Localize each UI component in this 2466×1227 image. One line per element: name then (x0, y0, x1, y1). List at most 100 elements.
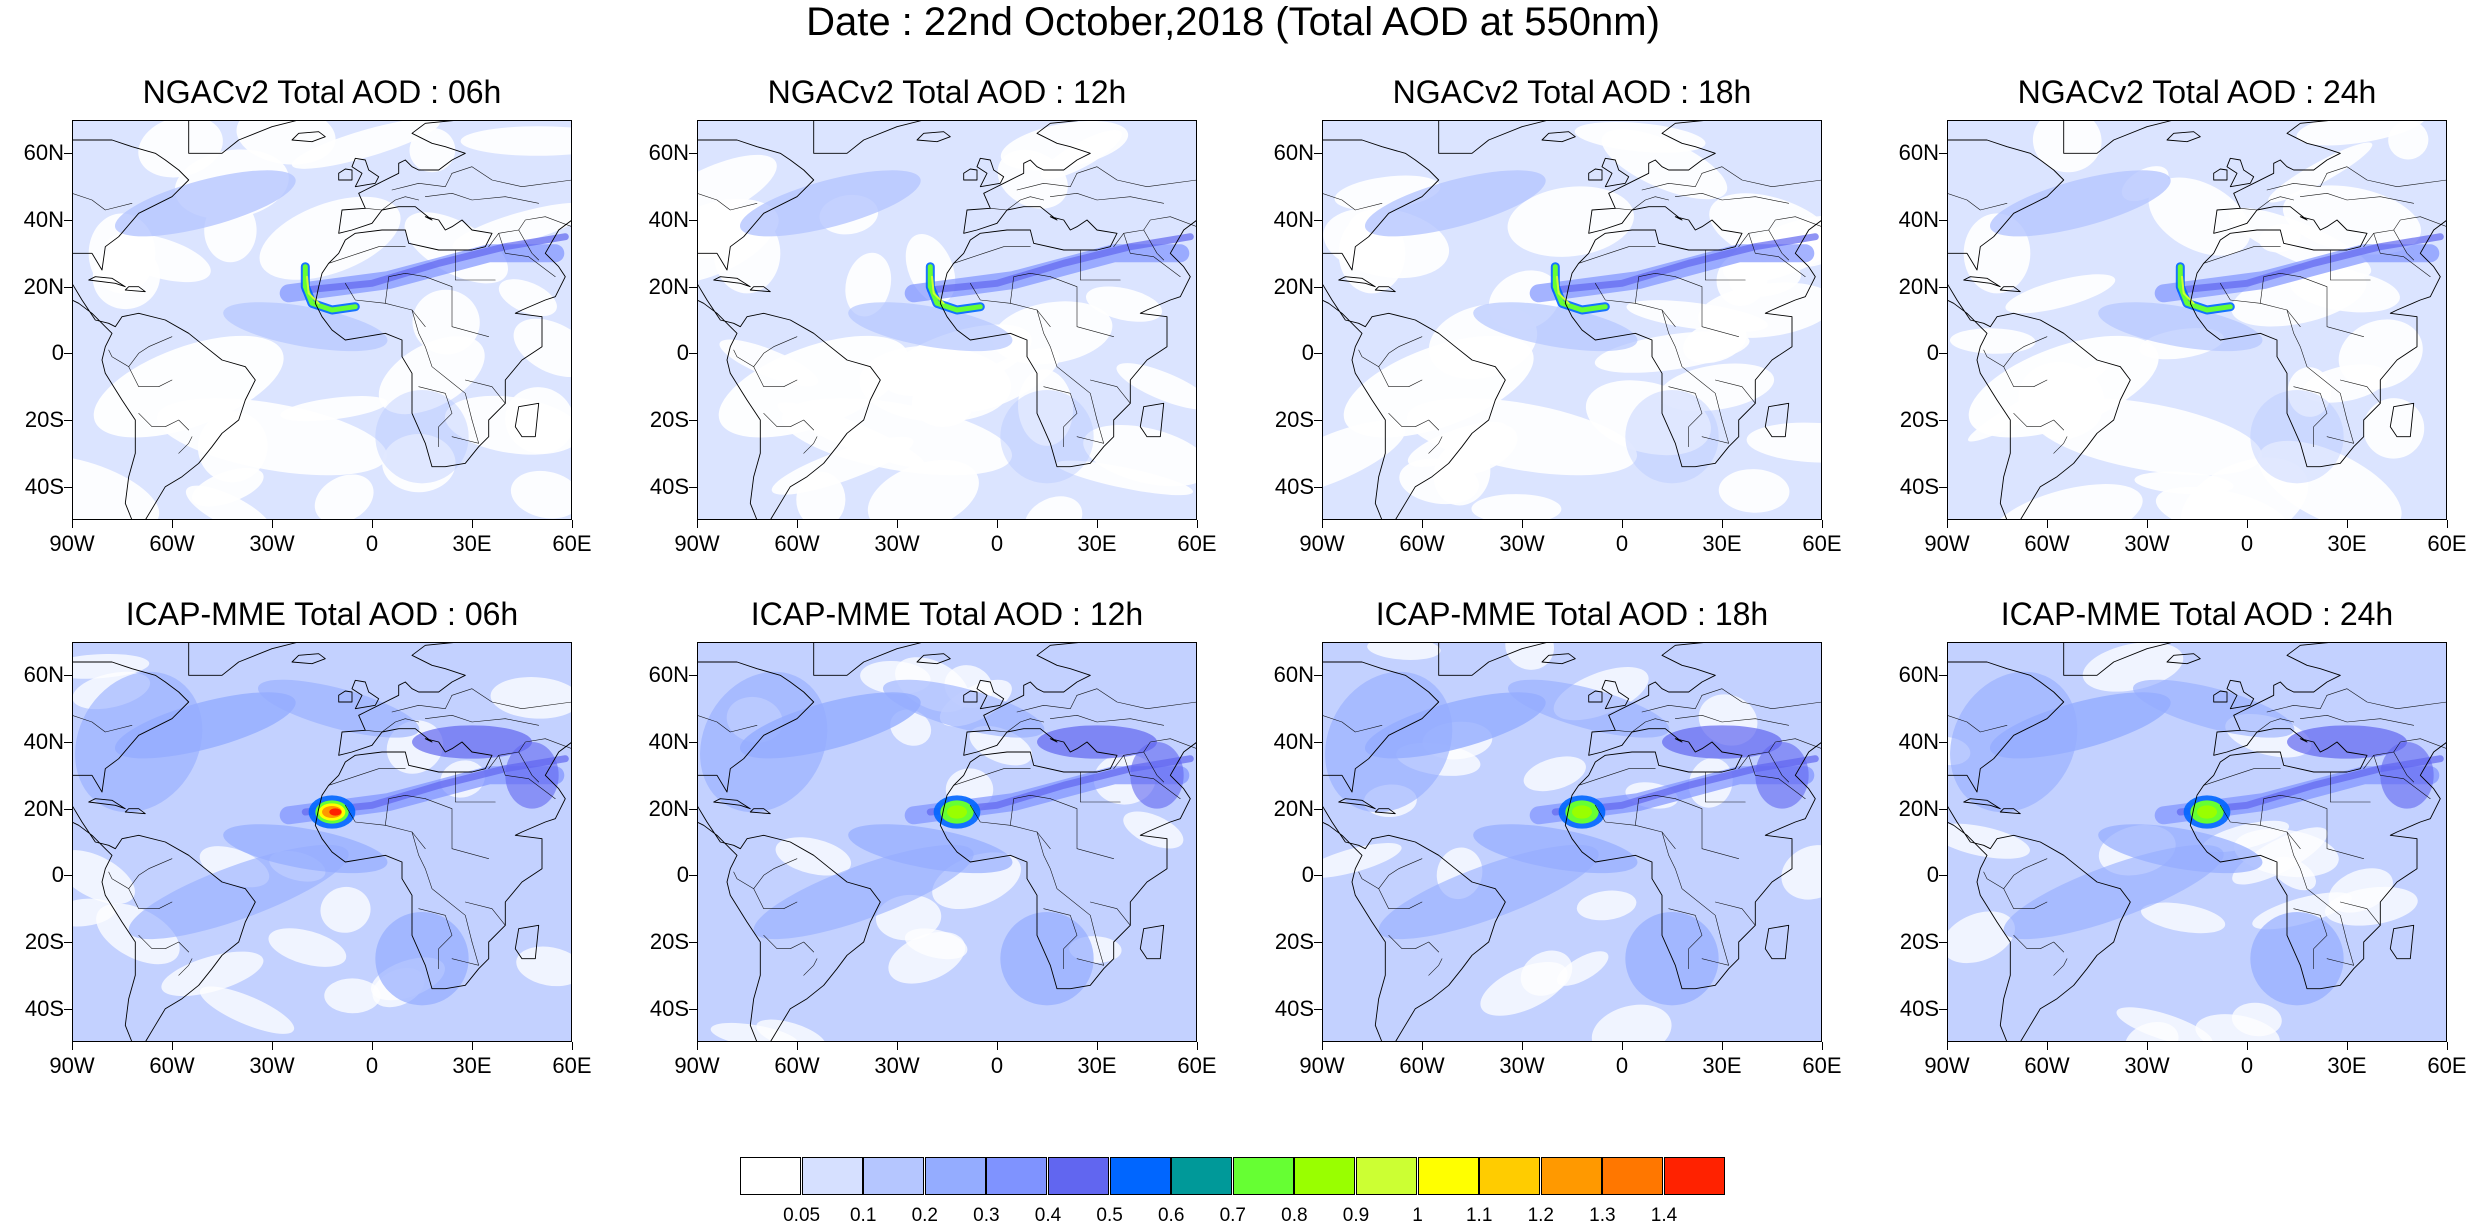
clean-air-patch (1594, 331, 1750, 373)
country-border (2326, 941, 2354, 966)
coastline (1601, 679, 1630, 710)
country-border (108, 349, 129, 367)
coastline (1322, 139, 1440, 271)
country-border (2326, 419, 2354, 444)
coastline (1322, 282, 1506, 520)
clean-air-patch (1729, 261, 1802, 297)
country-border (2330, 771, 2371, 803)
latitude-tick (689, 420, 697, 421)
latitude-tick (1314, 486, 1322, 488)
haze-swirl (2133, 679, 2295, 738)
country-border (2266, 695, 2328, 713)
longitude-tick-label: 30W (1499, 531, 1545, 556)
longitude-tick-label: 0 (365, 531, 379, 556)
country-border (2340, 901, 2381, 926)
colorbar-label: 0.5 (1096, 1205, 1123, 1226)
latitude-tick-label: 20S (24, 407, 64, 432)
longitude-tick-label: 60E (1802, 1053, 1842, 1078)
latitude-tick (1314, 1008, 1322, 1010)
mediterranean-haze (1037, 725, 1157, 759)
latitude-tick-label: 40N (648, 207, 689, 232)
coastline (1438, 642, 1550, 676)
country-border (2293, 386, 2328, 447)
country-border (1947, 715, 2008, 733)
clean-air-patch (93, 335, 284, 438)
country-border (1578, 246, 1656, 264)
latitude-tick-label: 20N (1273, 795, 1314, 821)
country-border (1016, 695, 1078, 713)
country-border (518, 738, 572, 753)
longitude-tick (172, 1042, 173, 1050)
longitude-tick-label: 0 (1615, 1053, 1629, 1078)
latitude-tick-label: 0 (51, 340, 64, 366)
colorbar-swatch (863, 1157, 925, 1195)
clean-air-patch (291, 120, 440, 169)
coastline (939, 120, 1197, 468)
country-border (1322, 193, 1383, 211)
country-border (1641, 173, 1703, 191)
clean-air-patch (412, 289, 480, 355)
country-border (178, 958, 193, 976)
coastline (124, 808, 146, 815)
country-border (418, 908, 453, 969)
clean-air-patch (1746, 422, 1822, 463)
figure-title: Date : 22nd October,2018 (Total AOD at 5… (806, 0, 1660, 44)
country-border (990, 196, 1044, 211)
clean-air-patch (460, 126, 572, 156)
latitude-tick-label: 60N (1898, 140, 1939, 166)
country-border (1123, 755, 1181, 799)
dust-hotspot (329, 808, 342, 816)
longitude-tick-label: 60E (2427, 1053, 2466, 1078)
latitude-tick (1939, 742, 1947, 743)
clean-air-patch (161, 951, 264, 997)
clean-air-patch (2082, 642, 2184, 692)
country-border (1705, 771, 1746, 803)
longitude-tick-label: 30W (2124, 531, 2170, 556)
coastline (1564, 120, 1822, 468)
colorbar-label: 0.4 (1034, 1205, 1062, 1226)
coastline (72, 282, 256, 520)
clean-air-patch (781, 398, 1013, 476)
country-border (2373, 755, 2431, 799)
longitude-tick-label: 90W (1299, 531, 1345, 556)
country-border (498, 755, 556, 799)
clean-air-patch (1322, 843, 1402, 878)
clean-air-patch (1471, 494, 1562, 520)
clean-air-patch (1989, 484, 2143, 520)
dust-band-core (1551, 233, 1819, 294)
longitude-tick (1097, 1042, 1098, 1050)
coastline (1764, 402, 1790, 438)
haze-swirl (1950, 671, 2078, 813)
coastline (1588, 690, 1603, 703)
country-border (1076, 419, 1104, 444)
longitude-tick-label: 30E (1702, 531, 1742, 556)
country-border (2326, 166, 2447, 187)
country-border (2013, 413, 2064, 431)
longitude-tick (2047, 520, 2048, 528)
country-border (1668, 908, 1703, 969)
country-border (1322, 715, 1383, 733)
latitude-tick (689, 286, 697, 288)
country-border (1090, 379, 1131, 404)
country-border (803, 436, 818, 454)
map-panel: ICAP-MME Total AOD : 12h 60N 40N 20N 0 20S 40S… (625, 592, 1225, 1142)
country-border (2293, 908, 2328, 969)
longitude-tick-label: 90W (1299, 1053, 1345, 1078)
coastline (1999, 808, 2021, 815)
country-border (1143, 216, 1197, 231)
coastline (291, 653, 326, 665)
haze-swirl (753, 844, 974, 940)
latitude-tick (64, 1008, 72, 1010)
country-border (1076, 688, 1197, 709)
clean-air-patch (904, 928, 968, 960)
map-panel: ICAP-MME Total AOD : 24h 60N 40N 20N 0 20S 40S… (1875, 592, 2466, 1142)
latitude-tick-label: 40S (649, 995, 689, 1021)
panel-title: ICAP-MME Total AOD : 18h (1375, 596, 1769, 632)
coastline (2189, 120, 2447, 468)
dust-band-core (301, 233, 569, 294)
dust-hotspot (1572, 805, 1592, 819)
latitude-tick (1939, 220, 1947, 221)
coastline (1541, 131, 1576, 143)
aod-map-canvas (1322, 642, 1822, 1042)
longitude-tick (1097, 520, 1098, 528)
